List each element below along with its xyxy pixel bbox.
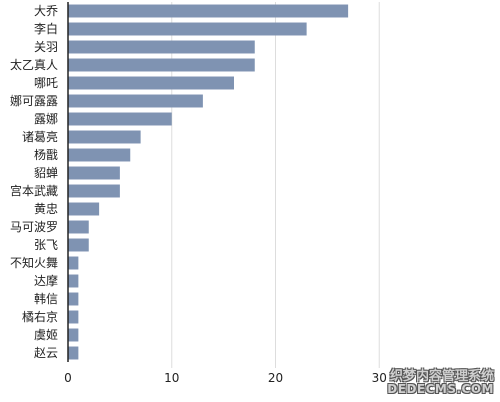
bar [68, 220, 89, 234]
bar [68, 184, 120, 198]
x-tick-label: 20 [268, 371, 283, 385]
bar [68, 238, 89, 252]
x-tick-labels: 0 10 20 30 [64, 371, 387, 385]
bar [68, 310, 79, 324]
category-label: 黄忠 [34, 202, 58, 216]
category-label: 不知火舞 [10, 256, 58, 270]
category-label: 赵云 [34, 346, 58, 360]
bar [68, 328, 79, 342]
category-label: 诸葛亮 [22, 129, 58, 144]
watermark-line-2: DEDECMS.COM [387, 382, 494, 397]
bar [68, 130, 141, 144]
category-label: 关羽 [34, 40, 58, 54]
bar [68, 94, 203, 108]
category-label: 马可波罗 [10, 220, 58, 234]
watermark: 织梦内容管理系统 DEDECMS.COM [387, 370, 494, 396]
category-label: 太乙真人 [10, 57, 58, 72]
x-tick-label: 10 [164, 371, 179, 385]
bar [68, 292, 79, 306]
bar [68, 256, 79, 270]
category-label: 宫本武藏 [10, 183, 58, 198]
category-label: 达摩 [34, 273, 58, 288]
category-label: 杨戬 [34, 147, 58, 162]
bar [68, 22, 307, 36]
category-label: 虞姬 [34, 328, 58, 342]
bar [68, 58, 255, 72]
bar [68, 346, 79, 360]
x-tick-label: 0 [64, 371, 72, 385]
category-label: 哪吒 [34, 76, 58, 90]
bar [68, 202, 100, 216]
bar [68, 76, 234, 90]
bar [68, 112, 172, 126]
watermark-line-1: 织梦内容管理系统 [389, 368, 494, 384]
category-label: 李白 [34, 21, 58, 36]
category-label: 张飞 [34, 238, 58, 252]
category-label: 大乔 [34, 4, 58, 18]
x-tick-label: 30 [372, 371, 387, 385]
category-label: 娜可露露 [10, 94, 58, 108]
bar [68, 40, 255, 54]
category-label: 韩信 [34, 291, 58, 306]
grid-lines [171, 2, 380, 368]
category-label: 橘右京 [22, 309, 58, 324]
bar [68, 148, 131, 162]
bar [68, 4, 349, 18]
bars [68, 4, 349, 360]
category-label: 貂蝉 [34, 166, 58, 180]
bar [68, 166, 120, 180]
bar [68, 274, 79, 288]
category-labels: 大乔李白关羽太乙真人哪吒娜可露露露娜诸葛亮杨戬貂蝉宫本武藏黄忠马可波罗张飞不知火… [10, 4, 58, 360]
category-label: 露娜 [34, 112, 58, 126]
